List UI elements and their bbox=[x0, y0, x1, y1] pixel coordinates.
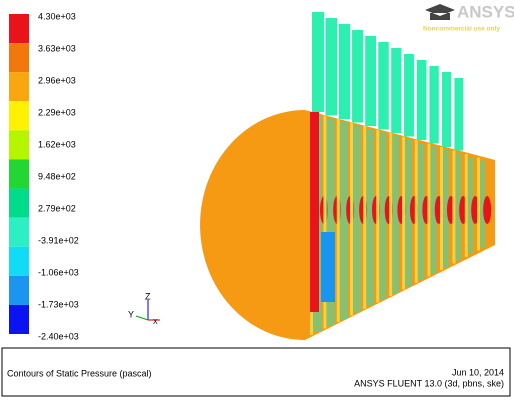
colorbar-swatch bbox=[9, 14, 29, 44]
fin bbox=[429, 66, 439, 144]
footer-title: Contours of Static Pressure (pascal) bbox=[7, 368, 152, 378]
plate bbox=[379, 132, 387, 300]
fin bbox=[338, 24, 351, 119]
colorbar-swatch bbox=[9, 217, 29, 247]
colorbar-label: -3.91e+02 bbox=[38, 235, 79, 245]
fin bbox=[325, 18, 338, 116]
plate bbox=[405, 139, 412, 287]
colorbar-label: 9.48e+02 bbox=[38, 171, 76, 181]
fin bbox=[442, 72, 451, 147]
plate-edge bbox=[336, 119, 340, 322]
logo-icon bbox=[425, 4, 455, 20]
plate bbox=[353, 125, 362, 313]
plate-edge bbox=[477, 157, 481, 251]
colorbar-label: 2.96e+03 bbox=[38, 75, 76, 85]
plate bbox=[417, 143, 425, 280]
plate-edge bbox=[376, 129, 380, 303]
plate bbox=[443, 150, 449, 267]
colorbar-label: -1.06e+03 bbox=[38, 267, 79, 277]
plate-edge bbox=[323, 115, 327, 329]
plate-edge bbox=[440, 147, 443, 270]
colorbar-swatch bbox=[9, 72, 29, 102]
footer-software: ANSYS FLUENT 13.0 (3d, pbns, ske) bbox=[354, 378, 504, 388]
plate bbox=[339, 122, 349, 319]
colorbar-swatch bbox=[9, 188, 29, 218]
colorbar-swatch bbox=[9, 101, 29, 131]
plate bbox=[480, 160, 486, 248]
plate-edge bbox=[414, 140, 418, 283]
colorbar-swatch bbox=[9, 304, 29, 334]
pressure-spot bbox=[483, 196, 492, 224]
fin bbox=[365, 36, 376, 126]
axis-label: Z bbox=[145, 291, 151, 301]
plate-edge bbox=[363, 126, 367, 309]
fin bbox=[352, 30, 364, 123]
footer-panel bbox=[1, 347, 511, 397]
plate-edge bbox=[389, 133, 393, 296]
colorbar: 4.30e+03 3.63e+03 2.96e+03 2.29e+03 1.62e+03… bbox=[9, 11, 79, 341]
fin bbox=[416, 60, 427, 140]
axis-label: Y bbox=[128, 309, 134, 319]
colorbar-swatch bbox=[9, 159, 29, 189]
colorbar-label: -1.73e+03 bbox=[38, 299, 79, 309]
axis-label: X bbox=[153, 319, 158, 326]
low-pressure-zone bbox=[321, 232, 335, 302]
plate-edge bbox=[350, 122, 354, 316]
high-pressure-strip bbox=[310, 112, 319, 312]
logo: ANSYS Noncommercial use only bbox=[423, 2, 514, 32]
plate-edge bbox=[427, 143, 431, 277]
colorbar-label: 2.29e+03 bbox=[38, 107, 76, 117]
model bbox=[200, 12, 496, 340]
fin bbox=[391, 48, 402, 133]
colorbar-swatch bbox=[9, 130, 29, 160]
colorbar-label: 1.62e+03 bbox=[38, 139, 76, 149]
colorbar-label: 2.79e+02 bbox=[38, 203, 76, 213]
fin bbox=[404, 54, 414, 137]
colorbar-swatch bbox=[9, 275, 29, 305]
axis-triad: Z Y X bbox=[128, 291, 160, 326]
colorbar-label: 4.30e+03 bbox=[38, 11, 76, 21]
plate bbox=[455, 153, 462, 261]
colorbar-label: -2.40e+03 bbox=[38, 331, 79, 341]
plate bbox=[467, 157, 474, 254]
footer-date: Jun 10, 2014 bbox=[452, 367, 504, 377]
logo-note: Noncommercial use only bbox=[423, 26, 500, 33]
plate-edge bbox=[402, 136, 406, 290]
plate-edge bbox=[452, 150, 456, 264]
colorbar-swatch bbox=[9, 246, 29, 276]
colorbar-label: 3.63e+03 bbox=[38, 43, 76, 53]
plate bbox=[430, 146, 437, 274]
colorbar-swatch bbox=[9, 43, 29, 73]
y-axis bbox=[135, 315, 149, 321]
fin bbox=[378, 42, 389, 130]
fin bbox=[312, 12, 324, 112]
plate-edge bbox=[464, 154, 468, 257]
logo-brand: ANSYS bbox=[457, 2, 514, 21]
plate bbox=[392, 136, 400, 293]
plate bbox=[366, 129, 374, 306]
fin bbox=[454, 78, 464, 151]
plate bbox=[326, 118, 336, 326]
